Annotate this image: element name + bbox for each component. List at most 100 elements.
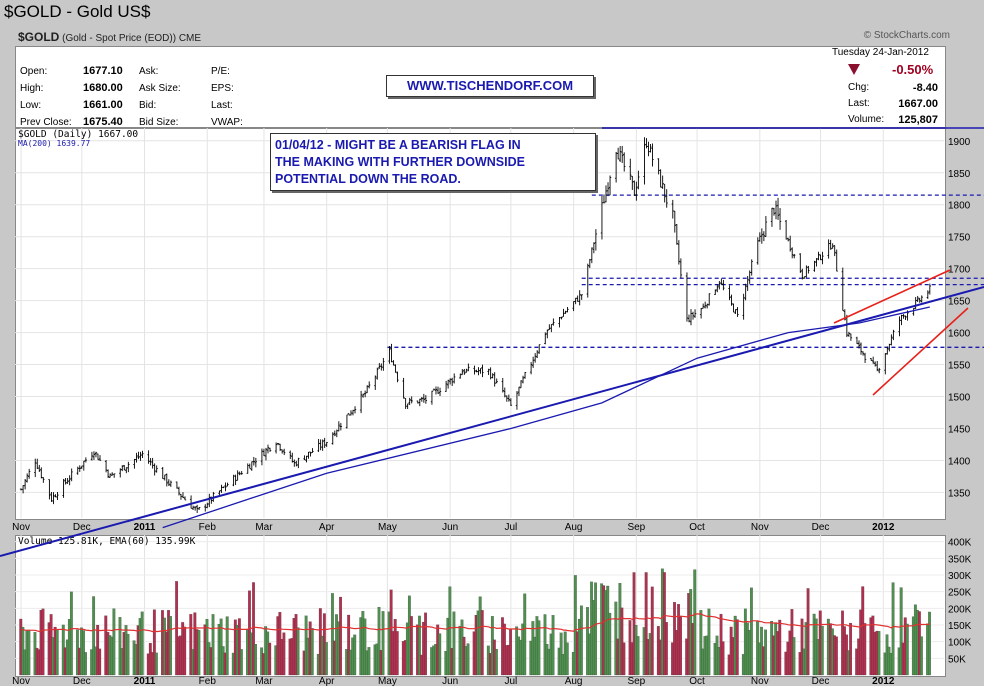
price-bar [515,391,519,410]
price-bar [578,290,581,306]
price-bar [791,247,794,259]
price-bar [181,492,185,498]
volume-bar [339,596,342,676]
volume-x-tick-label: Aug [565,676,583,686]
price-bar [268,447,272,452]
volume-bar [614,601,618,676]
volume-y-tick-label: 350K [948,554,972,565]
volume-y-tick-label: 300K [948,571,972,582]
price-bar [163,474,166,481]
price-bar [720,278,723,285]
symbol-line: $GOLD (Gold - Spot Price (EOD)) CME [18,30,201,44]
channel-lower-line [872,307,969,396]
price-bar [491,373,494,379]
price-bar [479,368,482,374]
price-bar [742,293,745,320]
price-bar [353,406,357,414]
price-bar [538,344,541,354]
volume-bar [920,636,923,676]
volume-bar [395,631,399,676]
volume-x-tick-label: Sep [627,676,645,686]
volume-bar [665,622,668,676]
price-bar [459,373,462,379]
price-bar [884,352,887,375]
volume-bar [41,608,45,676]
quote-label-ask: Ask: [139,66,159,77]
x-tick-label: Nov [12,522,30,533]
volume-y-tick-label: 50K [948,654,966,665]
price-bar [444,380,448,392]
price-bar [183,496,187,501]
price-bar [56,491,59,501]
price-bar [260,448,264,466]
volume-bar [409,616,413,676]
price-bar [699,307,703,319]
volume-bar [792,637,796,676]
volume-bar [632,572,636,676]
price-bar [240,471,243,475]
price-bar [305,455,308,463]
change-value: -8.40 [912,82,938,94]
volume-x-tick-label: Nov [751,676,769,686]
price-bar [878,367,881,374]
price-bar [418,398,421,407]
volume-x-tick-label: Dec [73,676,91,686]
price-bar [509,398,513,406]
price-bar [750,259,753,276]
price-bar [112,473,116,478]
price-y-tick-label: 1450 [948,424,971,435]
price-bar [663,183,666,203]
price-bar [722,279,725,291]
price-y-tick-label: 1500 [948,393,971,404]
volume-bar [928,611,931,676]
price-bar [410,396,413,404]
price-bar [815,258,818,267]
price-bar [66,478,69,484]
price-bar [871,356,875,364]
price-bar [714,289,717,295]
url-box: WWW.TISCHENDORF.COM [386,75,594,97]
price-bar [141,450,144,459]
volume-bar [551,615,555,676]
price-bar [252,456,256,466]
change-label: Chg: [848,82,870,93]
price-bar [566,306,569,313]
price-y-tick-label: 1850 [948,169,971,180]
price-bar [42,477,45,483]
price-bar [331,432,334,445]
price-bar [533,353,537,363]
price-bar [926,290,930,299]
volume-ema-line [21,613,930,633]
volume-bar [381,611,385,676]
price-bar [855,336,859,345]
quote-label-last: Last: [211,100,233,111]
price-bar [517,386,521,396]
volume-bar [363,618,367,676]
quote-label-high: High: [20,83,44,94]
volume-bar [495,648,498,676]
volume-x-tick-label: Oct [689,676,705,686]
price-bar [620,145,624,164]
price-bar [507,394,511,402]
price-bar [465,368,468,373]
price-bar [266,444,270,454]
price-bar [807,265,810,274]
price-y-tick-label: 1800 [948,201,971,212]
chart-title: $GOLD - Gold US$ [4,2,151,21]
price-bar [734,309,737,314]
price-bar [649,144,652,153]
price-bar [278,443,282,451]
quote-label-vwap: VWAP: [211,117,243,128]
price-bar [155,465,158,473]
symbol-description: (Gold - Spot Price (EOD)) CME [62,33,202,44]
price-y-tick-label: 1600 [948,329,971,340]
price-bar [886,346,889,355]
price-bar [139,451,142,461]
change-percent: -0.50% [892,62,934,77]
down-arrow-icon [848,64,860,75]
volume-bar [899,587,903,676]
price-panel [15,128,946,520]
price-bar [236,470,239,481]
volume-x-tick-label: 2011 [134,676,156,686]
volume-bar [537,620,541,676]
